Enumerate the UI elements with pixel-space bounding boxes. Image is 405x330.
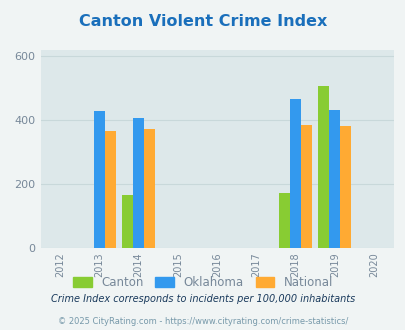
Bar	[340, 126, 351, 248]
Bar	[94, 111, 105, 248]
Bar	[105, 131, 116, 248]
Bar	[328, 110, 340, 248]
Text: Canton Violent Crime Index: Canton Violent Crime Index	[79, 14, 326, 29]
Text: © 2025 CityRating.com - https://www.cityrating.com/crime-statistics/: © 2025 CityRating.com - https://www.city…	[58, 317, 347, 326]
Bar	[133, 118, 144, 248]
Bar	[279, 193, 290, 248]
Bar	[318, 85, 328, 248]
Bar	[122, 195, 133, 248]
Bar	[290, 99, 301, 248]
Text: Crime Index corresponds to incidents per 100,000 inhabitants: Crime Index corresponds to incidents per…	[51, 294, 354, 304]
Bar	[301, 125, 311, 248]
Legend: Canton, Oklahoma, National: Canton, Oklahoma, National	[68, 272, 337, 294]
Bar	[144, 129, 155, 248]
